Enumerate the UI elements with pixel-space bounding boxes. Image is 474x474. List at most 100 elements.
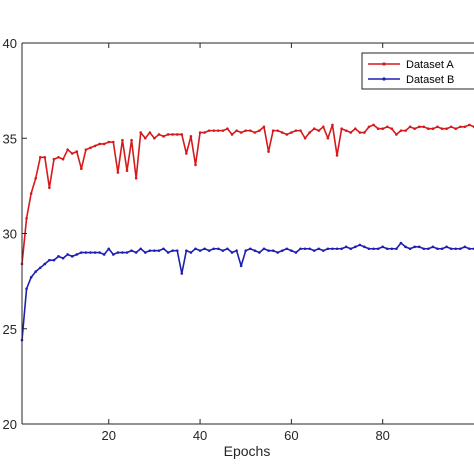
series-line-1 (21, 124, 474, 265)
series-1-point (294, 129, 298, 132)
series-1-point (258, 129, 261, 132)
series-1-point (134, 176, 138, 180)
ticks-layer: 20 40 60 80 20 25 30 35 40 (3, 36, 390, 443)
series-1-point (253, 131, 257, 134)
series-2-point (404, 245, 407, 249)
series-1-point (207, 129, 211, 132)
series-1-point (116, 171, 120, 174)
series-1-point (427, 127, 430, 131)
series-2-point (207, 249, 211, 252)
x-tick-label: 40 (193, 428, 207, 443)
x-tick-label: 80 (375, 428, 389, 443)
series-1-point (34, 176, 37, 180)
plot-background (22, 43, 474, 424)
series-1-point (358, 131, 362, 134)
series-2-point (230, 251, 234, 254)
series-1-point (38, 156, 42, 159)
series-2-point (276, 251, 279, 254)
series-1-point (239, 131, 243, 134)
series-2-point (417, 245, 421, 249)
series-2-point (52, 258, 56, 262)
series-2-point (372, 247, 375, 251)
legend-marker-1 (382, 62, 386, 66)
series-2-point (194, 247, 197, 251)
series-2-point (463, 245, 467, 249)
series-2-point (299, 247, 302, 251)
series-1-point (25, 216, 28, 220)
series-2-point (217, 247, 220, 251)
series-1-point (468, 123, 471, 127)
series-1-point (340, 127, 343, 131)
series-1-point (162, 135, 165, 138)
y-tick-label: 35 (3, 131, 17, 146)
series-1-point (189, 135, 193, 138)
series-2-point (385, 247, 389, 251)
series-1-point (381, 127, 384, 131)
series-2-point (322, 249, 325, 252)
series-1-point (390, 127, 394, 131)
series-2-point (25, 287, 28, 291)
series-2-point (431, 245, 435, 249)
series-2-point (331, 247, 334, 251)
series-2-point (326, 247, 330, 251)
series-2-point (413, 245, 416, 249)
series-1-point (52, 157, 56, 161)
series-2-point (303, 247, 307, 251)
series-1-point (230, 133, 234, 136)
series-1-point (436, 125, 439, 129)
series-2-point (162, 247, 165, 251)
y-tick-label: 20 (3, 417, 17, 432)
y-tick-label: 30 (3, 227, 17, 242)
series-2-point (116, 251, 120, 254)
series-2-point (130, 249, 133, 252)
series-1-point (413, 127, 416, 131)
series-1-point (166, 133, 170, 136)
legend: Dataset A Dataset B (361, 52, 474, 90)
series-1-point (372, 123, 375, 127)
legend-label-1: Dataset A (406, 59, 454, 71)
series-1-point (399, 129, 403, 132)
series-2-point (212, 247, 216, 251)
series-1-point (367, 125, 371, 129)
series-2-point (189, 251, 193, 254)
series-1-point (139, 131, 143, 134)
series-2-point (148, 249, 152, 252)
series-1-point (276, 129, 279, 132)
series-1-point (212, 129, 216, 132)
series-1-point (285, 133, 289, 136)
series-1-point (353, 127, 357, 131)
series-2-point (235, 249, 238, 252)
series-1-point (148, 131, 152, 134)
series-1-point (130, 138, 133, 142)
series-1-point (312, 127, 316, 131)
series-2-point (121, 251, 124, 254)
series-2-point (61, 256, 65, 260)
series-1-point (185, 152, 188, 155)
series-1-point (308, 131, 311, 134)
series-2-point (285, 247, 289, 251)
series-2-point (139, 247, 143, 251)
series-1-point (404, 129, 407, 132)
series-1-point (267, 150, 270, 153)
legend-marker-2 (382, 77, 386, 81)
series-2-point (29, 276, 33, 279)
series-1-point (299, 129, 302, 132)
series-1-point (107, 140, 111, 144)
series-1-point (454, 127, 458, 131)
series-2-point (271, 249, 275, 252)
series-1-point (335, 154, 339, 157)
series-1-point (244, 129, 248, 132)
legend-box (361, 52, 474, 90)
series-2-point (143, 251, 147, 254)
series-2-point (112, 253, 115, 256)
series-1-point (344, 129, 348, 132)
series-1-point (445, 127, 448, 131)
series-1-point (322, 125, 325, 129)
series-layer (20, 123, 474, 342)
series-1-point (363, 131, 366, 134)
series-2-point (70, 255, 74, 258)
series-2-point (427, 247, 430, 251)
series-2-point (253, 249, 257, 252)
x-tick-label: 20 (102, 428, 116, 443)
series-1-point (48, 186, 51, 190)
